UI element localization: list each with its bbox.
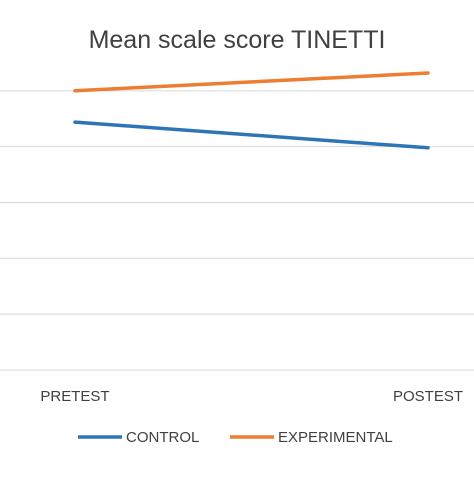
- x-tick-label-postest: POSTEST: [393, 388, 463, 405]
- legend-label-control: CONTROL: [126, 429, 199, 446]
- x-tick-label-pretest: PRETEST: [40, 388, 109, 405]
- legend-label-experimental: EXPERIMENTAL: [278, 429, 393, 446]
- series-lines: [73, 71, 430, 150]
- legend: CONTROL EXPERIMENTAL: [78, 429, 393, 446]
- series-line-control: [73, 120, 430, 150]
- series-line-experimental: [73, 71, 430, 93]
- chart-title: Mean scale score TINETTI: [89, 26, 386, 54]
- x-axis: PRETEST POSTEST: [40, 388, 463, 405]
